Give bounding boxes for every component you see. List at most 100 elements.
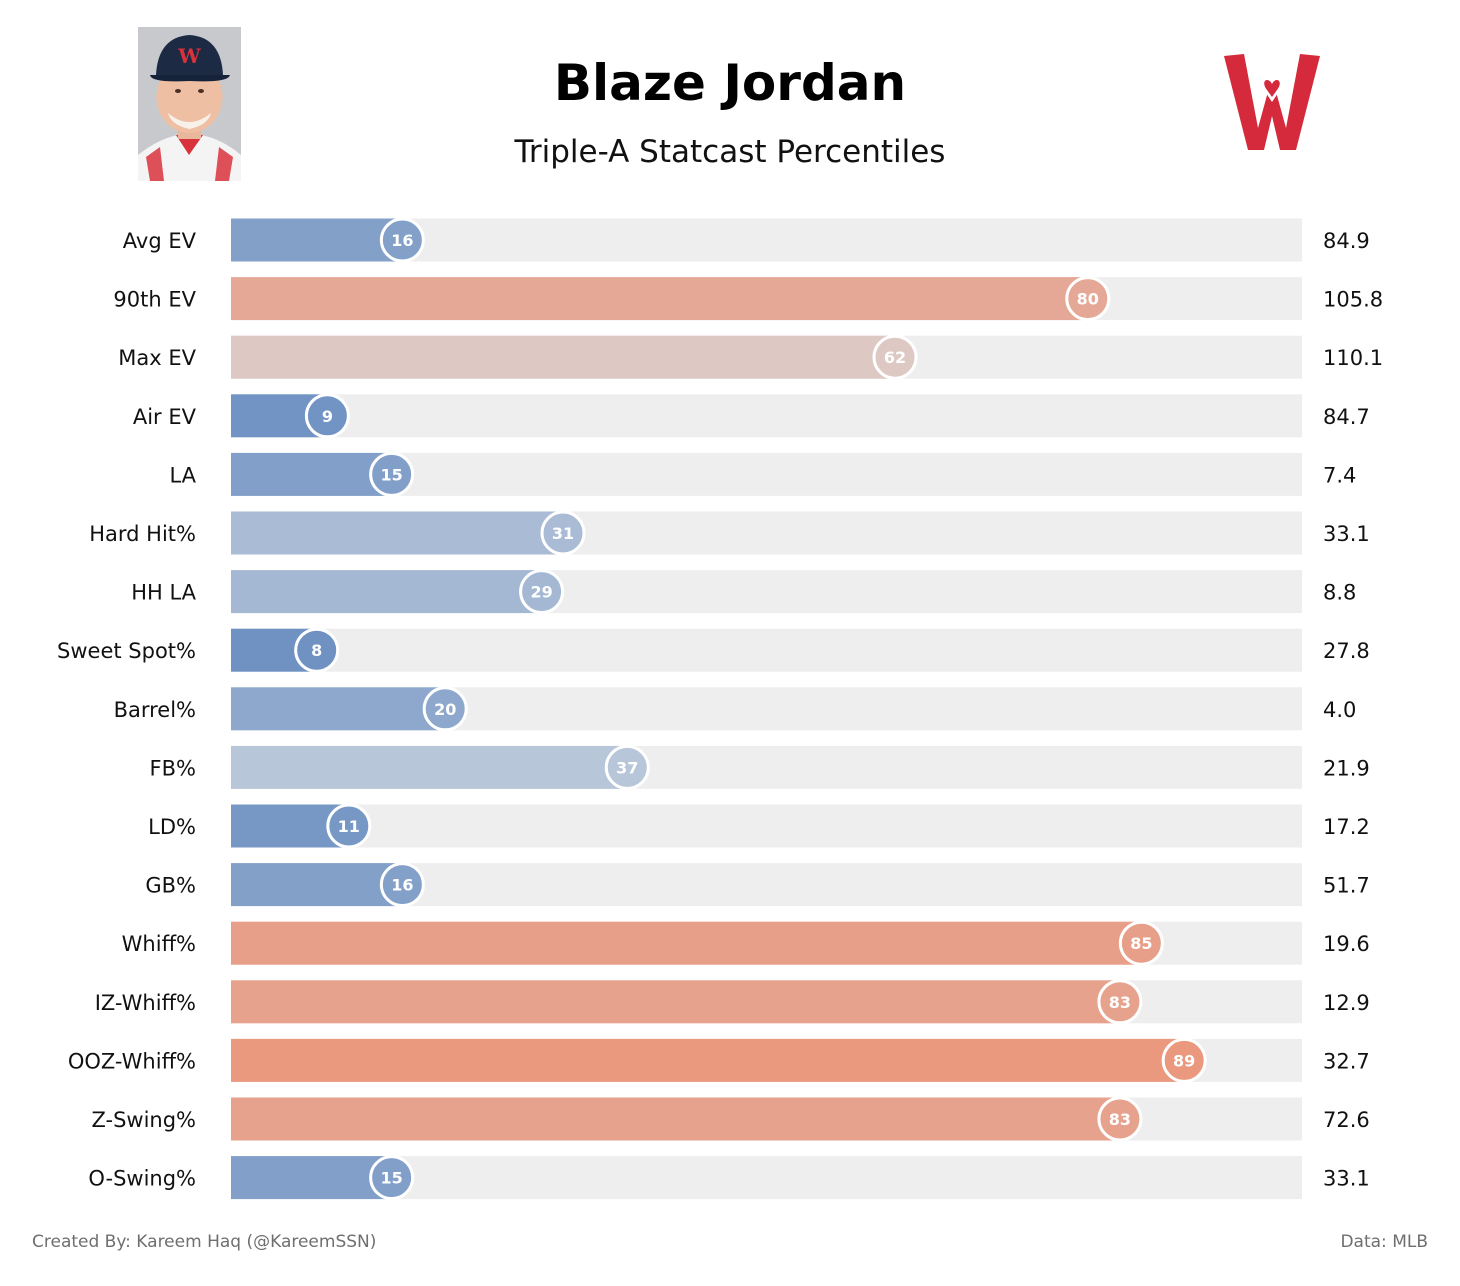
stat-value: 105.8 bbox=[1323, 288, 1383, 312]
stat-value: 32.7 bbox=[1323, 1049, 1370, 1073]
metric-row: 62 Max EV 110.1 bbox=[118, 334, 1383, 380]
percentile-label: 9 bbox=[322, 407, 333, 426]
stat-value: 51.7 bbox=[1323, 874, 1370, 898]
worcester-w-logo-icon bbox=[1224, 54, 1320, 150]
metric-label: Hard Hit% bbox=[89, 522, 196, 546]
percentile-bar bbox=[231, 511, 564, 555]
percentile-marker bbox=[1097, 1096, 1143, 1142]
percentile-label: 16 bbox=[391, 876, 413, 895]
stat-value: 84.9 bbox=[1323, 229, 1370, 253]
metric-row: 80 90th EV 105.8 bbox=[113, 276, 1383, 322]
stat-value: 12.9 bbox=[1323, 991, 1370, 1015]
metric-row: 20 Barrel% 4.0 bbox=[114, 686, 1356, 732]
metric-row: 31 Hard Hit% 33.1 bbox=[89, 510, 1370, 556]
percentile-bar bbox=[231, 1097, 1120, 1141]
stat-value: 110.1 bbox=[1323, 346, 1383, 370]
metric-label: Z-Swing% bbox=[91, 1108, 196, 1132]
percentile-label: 83 bbox=[1109, 1110, 1131, 1129]
metric-row: 89 OOZ-Whiff% 32.7 bbox=[68, 1037, 1370, 1083]
metric-label: IZ-Whiff% bbox=[95, 991, 196, 1015]
svg-text:W: W bbox=[177, 44, 201, 68]
percentile-label: 11 bbox=[338, 817, 360, 836]
percentile-label: 16 bbox=[391, 231, 413, 250]
percentile-label: 15 bbox=[381, 465, 403, 484]
percentile-marker bbox=[379, 217, 425, 263]
percentile-label: 80 bbox=[1077, 290, 1099, 309]
percentile-label: 31 bbox=[552, 524, 574, 543]
metric-label: LD% bbox=[148, 815, 196, 839]
metric-label: Barrel% bbox=[114, 698, 196, 722]
percentile-marker bbox=[519, 569, 565, 615]
percentile-bar bbox=[231, 335, 896, 379]
percentile-bar bbox=[231, 218, 403, 262]
percentile-bar bbox=[231, 980, 1120, 1024]
metric-row: 16 Avg EV 84.9 bbox=[123, 217, 1370, 263]
stat-value: 72.6 bbox=[1323, 1108, 1370, 1132]
metric-row: 15 LA 7.4 bbox=[169, 451, 1356, 497]
metric-label: OOZ-Whiff% bbox=[68, 1049, 196, 1073]
stat-value: 21.9 bbox=[1323, 756, 1370, 780]
metric-label: Whiff% bbox=[122, 932, 196, 956]
bar-track bbox=[231, 804, 1302, 848]
bar-track bbox=[231, 394, 1302, 438]
metric-row: 9 Air EV 84.7 bbox=[133, 393, 1370, 439]
metric-row: 85 Whiff% 19.6 bbox=[122, 920, 1370, 966]
percentile-marker bbox=[326, 803, 372, 849]
percentile-bar bbox=[231, 687, 446, 731]
percentile-label: 89 bbox=[1173, 1051, 1195, 1070]
percentile-marker bbox=[872, 334, 918, 380]
percentile-marker bbox=[604, 744, 650, 790]
metric-row: 16 GB% 51.7 bbox=[145, 862, 1370, 908]
team-logo bbox=[1222, 50, 1322, 155]
percentile-label: 29 bbox=[530, 583, 552, 602]
percentile-marker bbox=[1118, 920, 1164, 966]
percentile-bar bbox=[231, 1156, 392, 1200]
metric-row: 11 LD% 17.2 bbox=[148, 803, 1370, 849]
percentile-marker bbox=[422, 686, 468, 732]
percentile-label: 62 bbox=[884, 348, 906, 367]
player-photo-icon: W bbox=[138, 27, 241, 181]
percentile-marker bbox=[304, 393, 350, 439]
stat-value: 7.4 bbox=[1323, 463, 1356, 487]
stat-value: 19.6 bbox=[1323, 932, 1370, 956]
metric-label: 90th EV bbox=[113, 288, 196, 312]
stat-value: 33.1 bbox=[1323, 1167, 1370, 1191]
metric-row: 15 O-Swing% 33.1 bbox=[88, 1155, 1370, 1201]
page-title: Blaze Jordan bbox=[553, 54, 907, 112]
metric-label: Max EV bbox=[118, 346, 196, 370]
percentile-marker bbox=[540, 510, 586, 556]
metric-label: Avg EV bbox=[123, 229, 197, 253]
percentile-bar bbox=[231, 745, 628, 789]
metric-label: LA bbox=[169, 463, 196, 487]
percentile-label: 85 bbox=[1130, 934, 1152, 953]
chart-subtitle: Triple-A Statcast Percentiles bbox=[514, 134, 946, 170]
metric-label: FB% bbox=[150, 756, 196, 780]
metric-row: 83 IZ-Whiff% 12.9 bbox=[95, 979, 1370, 1025]
stat-value: 4.0 bbox=[1323, 698, 1356, 722]
percentile-label: 20 bbox=[434, 700, 456, 719]
percentile-bar bbox=[231, 570, 542, 614]
credit-text: Created By: Kareem Haq (@KareemSSN) bbox=[32, 1232, 377, 1252]
percentile-marker bbox=[369, 451, 415, 497]
percentile-label: 83 bbox=[1109, 993, 1131, 1012]
percentile-marker bbox=[1161, 1037, 1207, 1083]
data-source-text: Data: MLB bbox=[1340, 1232, 1428, 1252]
bar-track bbox=[231, 628, 1302, 672]
percentile-label: 15 bbox=[381, 1169, 403, 1188]
metric-label: Air EV bbox=[133, 405, 197, 429]
player-headshot: W bbox=[138, 27, 241, 181]
stat-value: 17.2 bbox=[1323, 815, 1370, 839]
percentile-marker bbox=[379, 862, 425, 908]
stat-value: 8.8 bbox=[1323, 581, 1356, 605]
stat-value: 27.8 bbox=[1323, 639, 1370, 663]
percentile-marker bbox=[294, 627, 340, 673]
percentile-marker bbox=[1065, 276, 1111, 322]
percentile-marker bbox=[1097, 979, 1143, 1025]
percentile-bar bbox=[231, 452, 392, 496]
percentile-bar bbox=[231, 863, 403, 907]
percentile-bar bbox=[231, 1038, 1185, 1082]
metric-label: O-Swing% bbox=[88, 1167, 196, 1191]
stat-value: 84.7 bbox=[1323, 405, 1370, 429]
metric-row: 37 FB% 21.9 bbox=[150, 744, 1370, 790]
